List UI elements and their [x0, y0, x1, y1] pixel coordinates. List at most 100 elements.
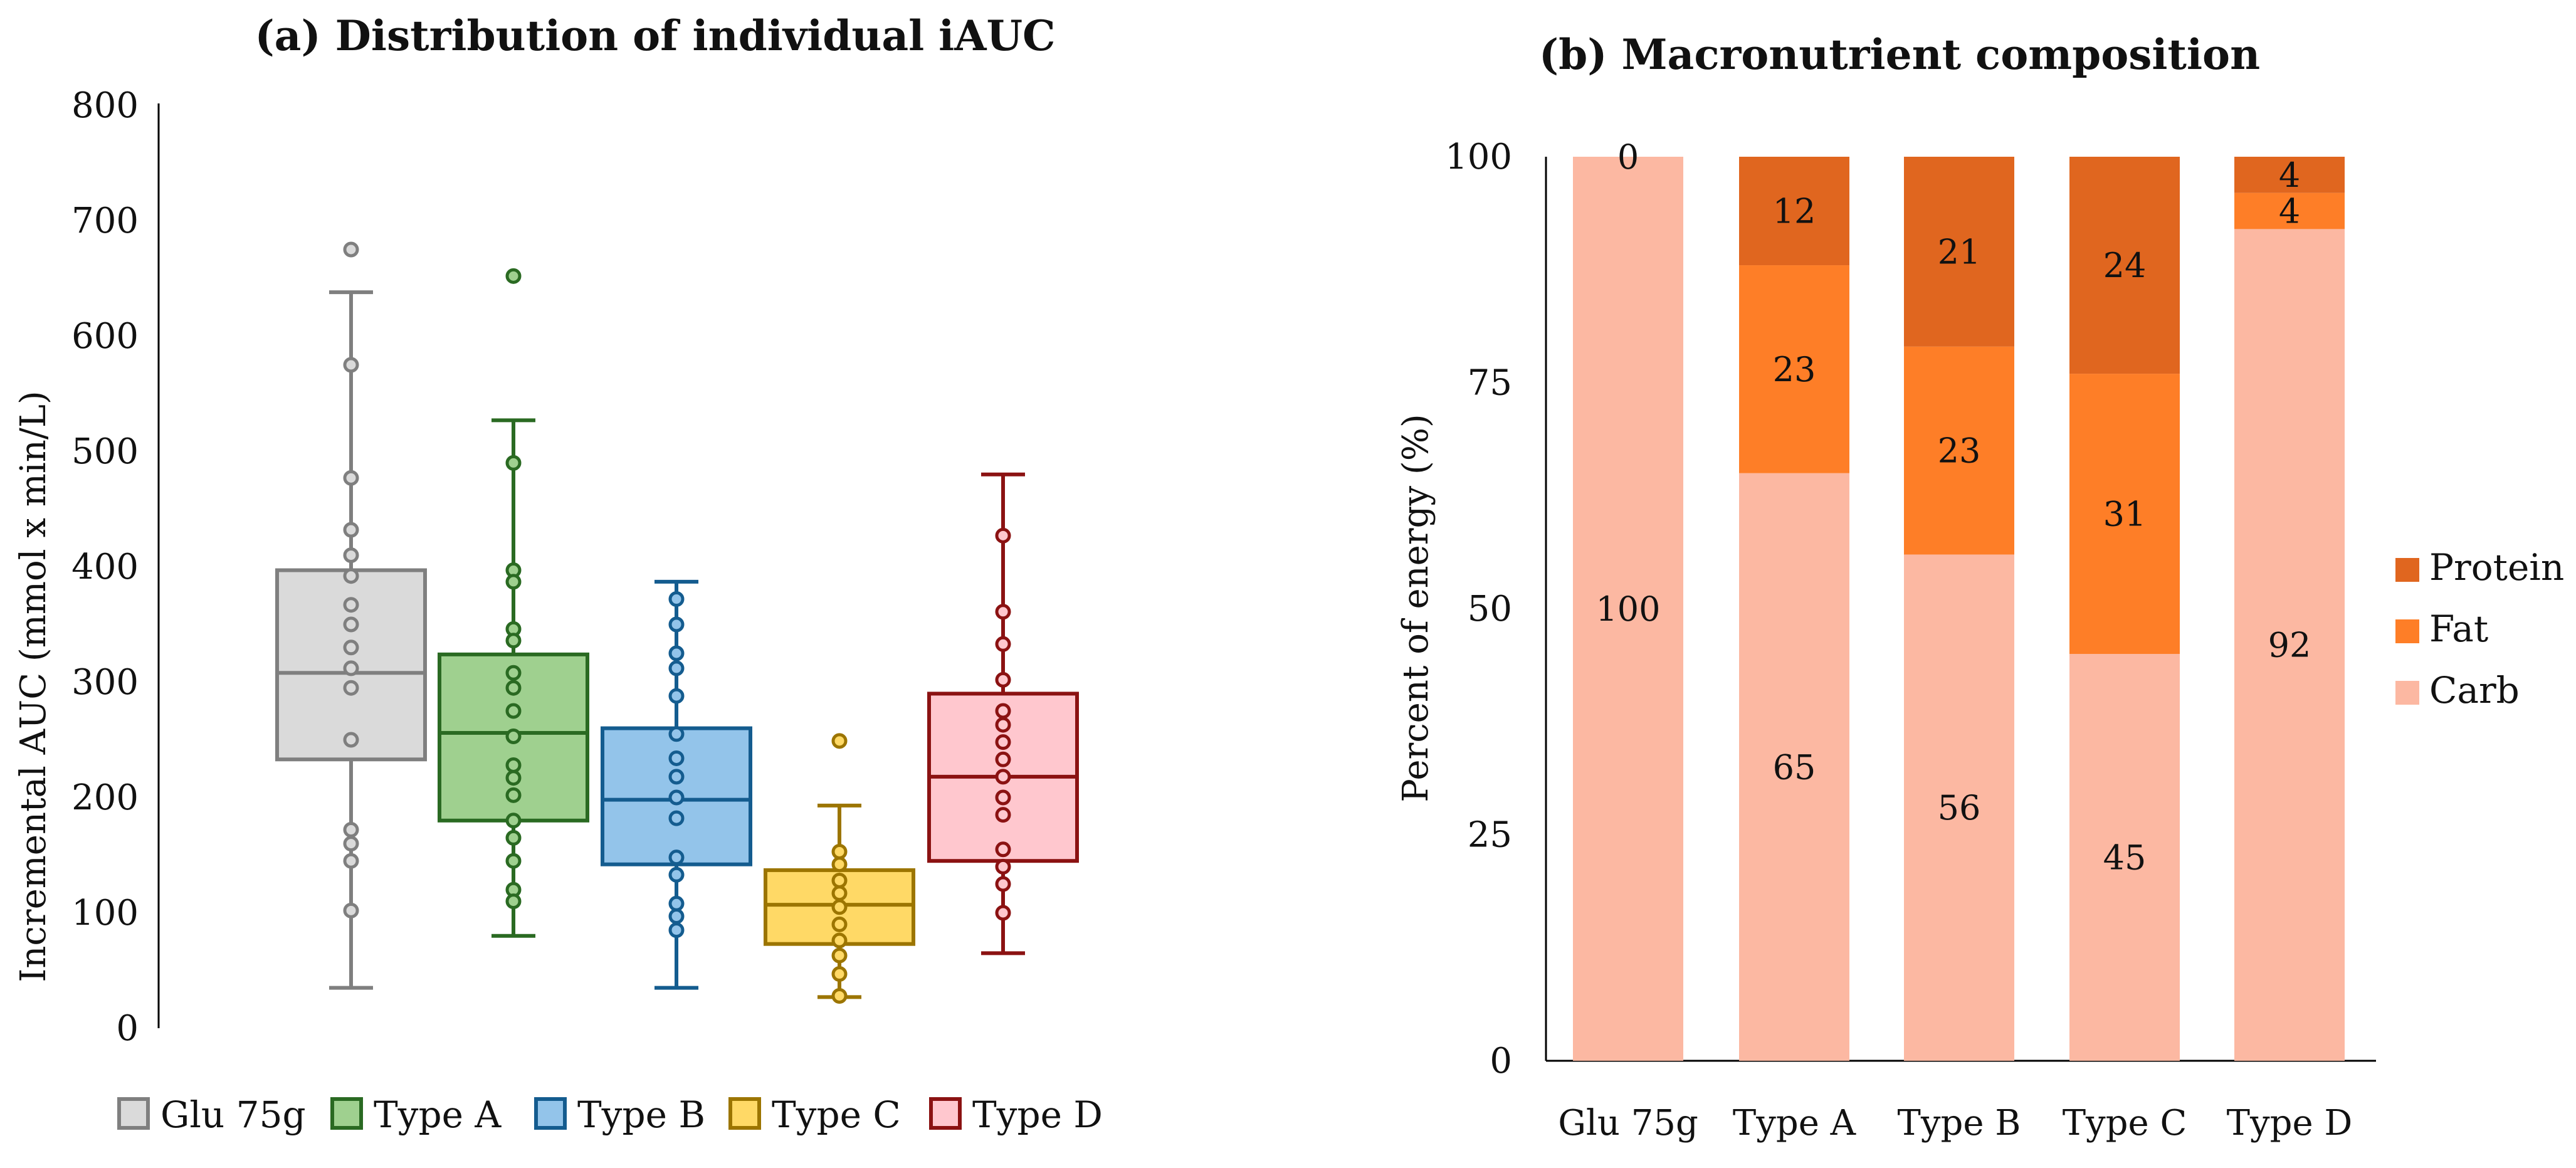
legend-item-d: Type D [929, 1093, 1103, 1136]
data-point [343, 660, 359, 676]
data-point [831, 916, 848, 932]
y-tick-label: 700 [71, 201, 139, 241]
legend-item-c: Type C [728, 1093, 901, 1136]
data-point [343, 547, 359, 564]
data-point [995, 876, 1011, 892]
data-point [995, 671, 1011, 688]
data-point [995, 905, 1011, 921]
data-point [668, 769, 685, 785]
legend-label: Type B [577, 1093, 705, 1136]
bar-data-label-fat: 23 [1938, 431, 1981, 471]
data-point [505, 574, 522, 590]
bar-segment-protein [2234, 157, 2345, 193]
bar-chart-title: (b) Macronutrient composition [1539, 30, 2260, 79]
data-point [343, 568, 359, 584]
bar-segment-protein [2069, 157, 2180, 374]
bar-chart-ylabel: Percent of energy (%) [1396, 414, 1436, 802]
y-tick-label: 75 [1468, 363, 1512, 404]
bar-segment-fat [1904, 346, 2014, 555]
data-point [995, 734, 1011, 750]
data-point [668, 645, 685, 661]
data-point [668, 922, 685, 939]
bar-segment-carb [2234, 229, 2345, 1061]
bar-data-label-fat: 23 [1773, 350, 1816, 389]
data-point [505, 455, 522, 471]
data-point [343, 241, 359, 258]
bar-data-label-protein: 12 [1773, 192, 1816, 231]
bar-segment-fat [2069, 374, 2180, 655]
box-chart-ylabel: Incremental AUC (mmol x min/L) [13, 391, 54, 982]
bar-data-label-protein: 4 [2279, 155, 2300, 195]
legend-item-a: Type A [330, 1093, 502, 1136]
legend-label: Fat [2429, 608, 2488, 650]
data-point [505, 893, 522, 910]
y-tick-label: 100 [71, 893, 139, 934]
legend-label: Glu 75g [160, 1093, 306, 1136]
bar-data-label-protein: 0 [1617, 137, 1639, 177]
box-d [927, 472, 1079, 955]
data-point [831, 932, 848, 949]
data-point [343, 616, 359, 633]
y-tick-label: 100 [1445, 137, 1512, 177]
bar-group-0: 100 0 [1573, 137, 1683, 1061]
data-point [995, 604, 1011, 620]
legend-item-glu: Glu 75g [117, 1093, 306, 1136]
data-point [995, 841, 1011, 858]
y-tick-label: 0 [1490, 1041, 1512, 1081]
box-b [601, 579, 752, 990]
data-point [343, 357, 359, 373]
bar-data-label-carb: 100 [1596, 589, 1660, 629]
data-point [831, 987, 848, 1004]
data-point [995, 527, 1011, 544]
legend-swatch [2395, 558, 2419, 582]
box-chart-y-ticks: 0 100 200 300 400 500 600 700 800 [71, 85, 139, 1049]
legend-item-protein: Protein [2395, 546, 2564, 589]
legend-swatch [117, 1097, 150, 1130]
data-point [995, 789, 1011, 806]
data-point [505, 787, 522, 803]
data-point [343, 680, 359, 696]
data-point [505, 268, 522, 284]
bar-data-label-carb: 45 [2103, 838, 2147, 878]
legend-swatch [330, 1097, 363, 1130]
legend-swatch [534, 1097, 567, 1130]
bar-data-label-carb: 56 [1938, 788, 1981, 828]
box-glu [275, 241, 427, 990]
data-point [668, 688, 685, 704]
data-point [995, 807, 1011, 823]
y-tick-label: 300 [71, 662, 139, 703]
data-point [668, 895, 685, 912]
bar-chart-legend: Protein Fat Carb [2395, 546, 2564, 712]
data-point [505, 813, 522, 829]
data-point [995, 703, 1011, 719]
data-point [505, 853, 522, 869]
data-point [831, 899, 848, 915]
data-point [343, 639, 359, 656]
legend-label: Type C [772, 1093, 901, 1136]
legend-label: Protein [2429, 546, 2564, 589]
x-tick-label: Type B [1898, 1103, 2021, 1144]
data-point [343, 732, 359, 748]
legend-swatch [2395, 681, 2419, 705]
bar-data-label-fat: 4 [2279, 192, 2300, 231]
stacked-bar-chart: (b) Macronutrient composition Percent of… [1396, 30, 2564, 1144]
bar-segment-fat [2234, 192, 2345, 229]
bar-data-label-protein: 21 [1938, 232, 1981, 271]
bar-group-3: 45 31 24 [2069, 157, 2180, 1061]
bar-data-label-carb: 92 [2268, 626, 2311, 665]
bar-group-4: 92 44 [2234, 155, 2345, 1061]
bar-data-label-carb: 65 [1773, 747, 1816, 787]
y-tick-label: 500 [71, 431, 139, 472]
bar-data-label-fat: 31 [2103, 495, 2147, 534]
data-point [831, 966, 848, 982]
legend-swatch [2395, 619, 2419, 643]
bar-segment-protein [1739, 157, 1849, 266]
x-tick-label: Glu 75g [1558, 1103, 1698, 1144]
legend-label: Type A [374, 1093, 502, 1136]
y-tick-label: 0 [116, 1008, 139, 1049]
data-point [668, 616, 685, 633]
box-chart-legend: Glu 75g Type A Type B Type C Type D [117, 1093, 1103, 1136]
data-point [343, 902, 359, 918]
y-tick-label: 200 [71, 777, 139, 818]
data-point [505, 633, 522, 649]
